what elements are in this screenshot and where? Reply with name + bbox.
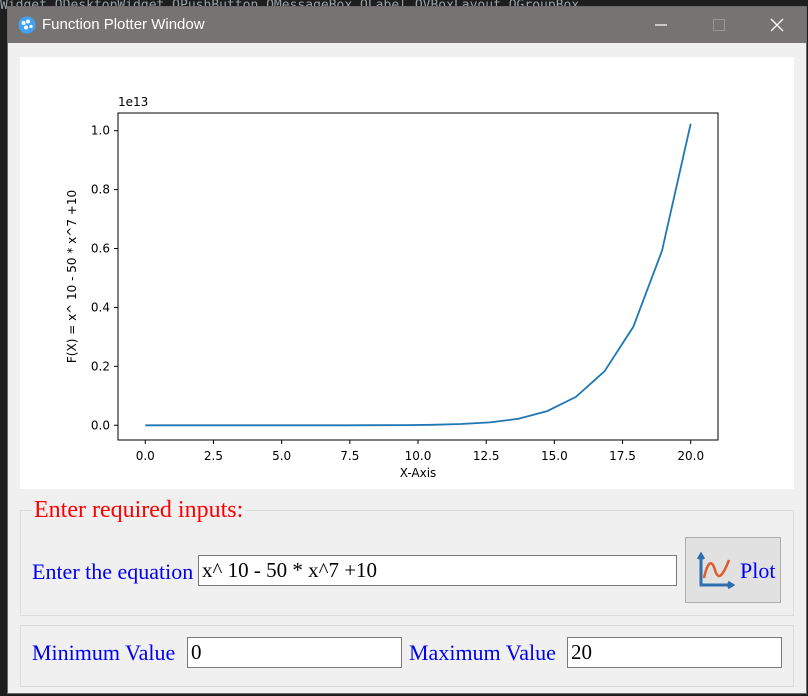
window-title: Function Plotter Window [42,16,205,33]
x-tick-label: 0.0 [136,449,155,463]
x-tick-label: 20.0 [677,449,704,463]
equation-input[interactable] [198,555,677,586]
equation-label: Enter the equation [32,559,194,584]
y-tick-label: 0.4 [91,300,110,314]
max-value-input[interactable] [567,637,782,668]
x-tick-label: 2.5 [204,449,223,463]
close-button[interactable] [748,7,806,43]
y-tick-label: 0.2 [91,359,110,373]
maximize-icon [713,19,725,31]
y-offset-text: 1e13 [118,95,148,109]
close-icon [770,18,784,32]
x-tick-label: 7.5 [340,449,359,463]
plot-canvas[interactable]: 0.0 2.5 5.0 7.5 10.0 12.5 15.0 17.5 20.0 0.0 0.2 0.… [20,57,794,489]
minimize-button[interactable] [632,7,690,43]
function-plotter-window: Function Plotter Window 0.0 2.5 5.0 7.5 10.0… [7,6,807,694]
x-tick-label: 10.0 [405,449,432,463]
inputs-group-title: Enter required inputs: [32,497,246,523]
maximize-button[interactable] [690,7,748,43]
max-value-label: Maximum Value [409,640,556,665]
x-tick-label: 12.5 [473,449,500,463]
range-group [20,625,794,687]
x-tick-label: 15.0 [541,449,568,463]
line-chart: 0.0 2.5 5.0 7.5 10.0 12.5 15.0 17.5 20.0 0.0 0.2 0.… [65,95,719,480]
plot-button-label: Plot [740,558,776,583]
y-tick-label: 0.8 [91,183,110,197]
plot-button[interactable]: Plot [685,537,781,603]
inputs-group [20,510,794,616]
y-tick-label: 1.0 [91,124,110,138]
x-tick-label: 5.0 [272,449,291,463]
y-tick-label: 0.0 [91,418,110,432]
min-value-label: Minimum Value [32,640,176,665]
chart-line-icon [696,552,735,590]
plot-frame [117,112,719,441]
app-icon [18,16,36,34]
min-value-input[interactable] [187,637,402,668]
x-axis-label: X-Axis [400,466,437,480]
title-bar[interactable]: Function Plotter Window [8,7,806,43]
y-tick-label: 0.6 [91,242,110,256]
minimize-icon [655,24,667,26]
y-axis-label: F(X) = x^ 10 - 50 * x^7 +10 [65,190,79,363]
series-line [145,123,692,427]
x-tick-label: 17.5 [609,449,636,463]
